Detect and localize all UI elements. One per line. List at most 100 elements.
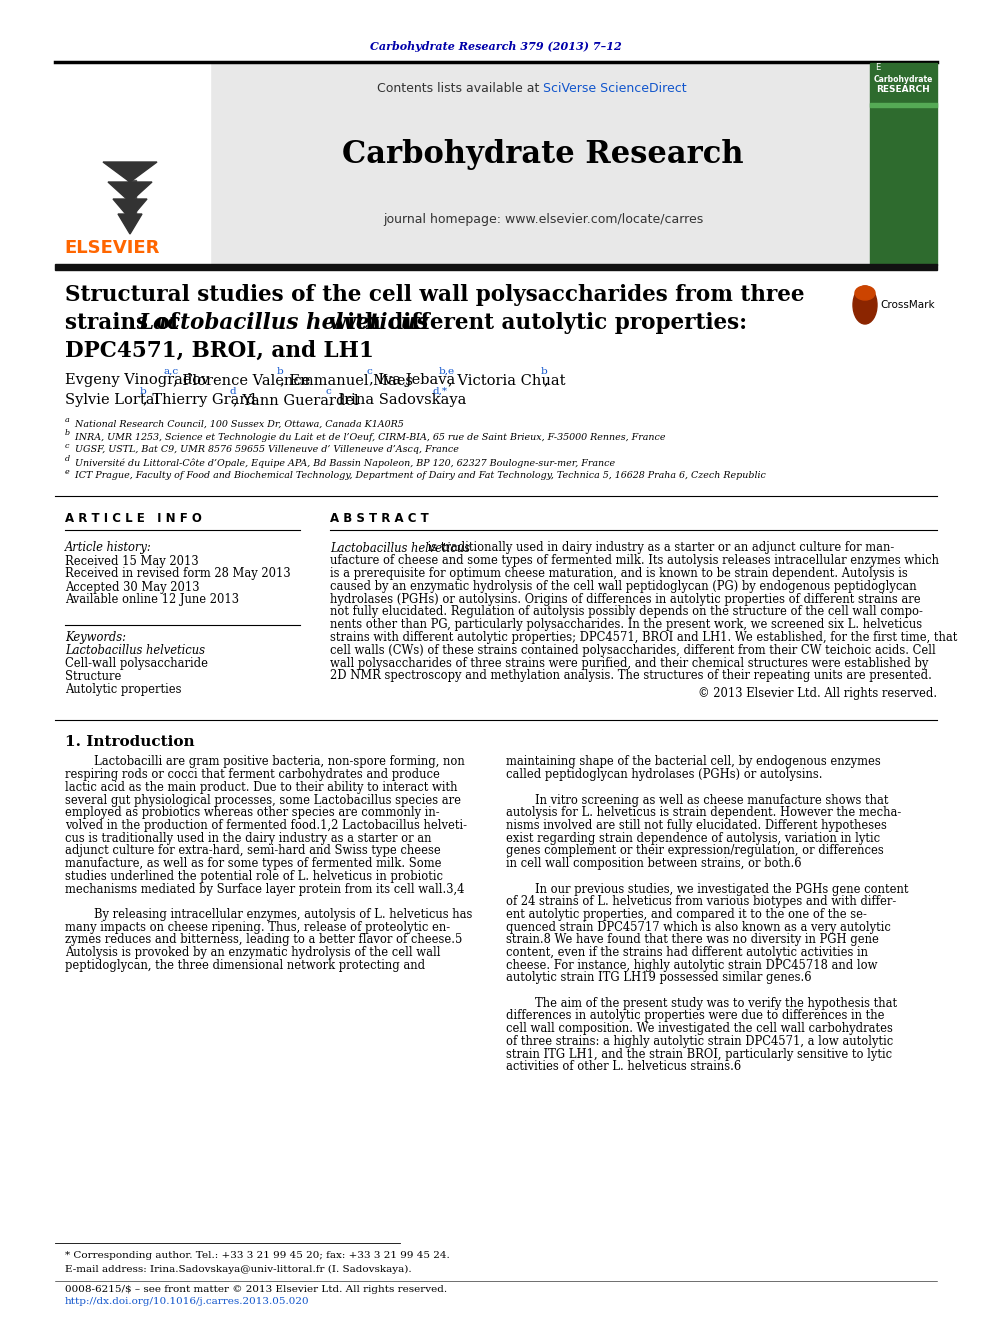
Text: CrossMark: CrossMark	[880, 300, 934, 310]
Text: b,e: b,e	[438, 366, 455, 376]
Text: c: c	[65, 442, 69, 450]
Text: , Emmanuel Maes: , Emmanuel Maes	[280, 373, 413, 388]
Polygon shape	[113, 198, 147, 220]
Ellipse shape	[853, 286, 877, 324]
Text: Sylvie Lortal: Sylvie Lortal	[65, 393, 159, 407]
Text: of 24 strains of L. helveticus from various biotypes and with differ-: of 24 strains of L. helveticus from vari…	[506, 896, 896, 908]
Text: cell wall composition. We investigated the cell wall carbohydrates: cell wall composition. We investigated t…	[506, 1023, 893, 1035]
Text: Université du Littoral-Côte d’Opale, Equipe APA, Bd Bassin Napoleon, BP 120, 623: Université du Littoral-Côte d’Opale, Equ…	[72, 458, 615, 468]
Text: quenced strain DPC45717 which is also known as a very autolytic: quenced strain DPC45717 which is also kn…	[506, 921, 891, 934]
Bar	[870, 103, 937, 107]
Text: ELSEVIER: ELSEVIER	[64, 239, 160, 257]
Text: strains of: strains of	[65, 312, 186, 333]
Text: b: b	[65, 429, 70, 437]
Text: differences in autolytic properties were due to differences in the: differences in autolytic properties were…	[506, 1009, 885, 1023]
Bar	[870, 64, 937, 265]
Text: , Florence Valence: , Florence Valence	[173, 373, 310, 388]
Text: E-mail address: Irina.Sadovskaya@univ-littoral.fr (I. Sadovskaya).: E-mail address: Irina.Sadovskaya@univ-li…	[65, 1265, 412, 1274]
Text: a: a	[65, 415, 69, 423]
Text: The aim of the present study was to verify the hypothesis that: The aim of the present study was to veri…	[506, 996, 897, 1009]
Text: INRA, UMR 1253, Science et Technologie du Lait et de l’Oeuf, CIRM-BIA, 65 rue de: INRA, UMR 1253, Science et Technologie d…	[72, 433, 666, 442]
Text: strains with different autolytic properties; DPC4571, BROI and LH1. We establish: strains with different autolytic propert…	[330, 631, 957, 644]
Text: Available online 12 June 2013: Available online 12 June 2013	[65, 594, 239, 606]
Text: , Thierry Grard: , Thierry Grard	[143, 393, 256, 407]
Text: exist regarding strain dependence of autolysis, variation in lytic: exist regarding strain dependence of aut…	[506, 832, 880, 844]
Text: , Victoria Chuat: , Victoria Chuat	[448, 373, 565, 388]
Text: , Yann Guerardel: , Yann Guerardel	[233, 393, 359, 407]
Text: not fully elucidated. Regulation of autolysis possibly depends on the structure : not fully elucidated. Regulation of auto…	[330, 606, 923, 618]
Text: , Irina Sadovskaya: , Irina Sadovskaya	[328, 393, 466, 407]
Text: nents other than PG, particularly polysaccharides. In the present work, we scree: nents other than PG, particularly polysa…	[330, 618, 923, 631]
Text: Evgeny Vinogradov: Evgeny Vinogradov	[65, 373, 209, 388]
Text: Accepted 30 May 2013: Accepted 30 May 2013	[65, 581, 199, 594]
Text: Keywords:: Keywords:	[65, 631, 126, 644]
Text: d: d	[230, 388, 236, 396]
Text: Article history:: Article history:	[65, 541, 152, 554]
Polygon shape	[108, 183, 152, 202]
Text: caused by an enzymatic hydrolysis of the cell wall peptidoglycan (PG) by endogen: caused by an enzymatic hydrolysis of the…	[330, 579, 917, 593]
Text: b: b	[277, 366, 284, 376]
Text: In vitro screening as well as cheese manufacture shows that: In vitro screening as well as cheese man…	[506, 794, 889, 807]
Text: ,: ,	[544, 373, 549, 388]
Text: e: e	[65, 468, 69, 476]
Text: called peptidoglycan hydrolases (PGHs) or autolysins.: called peptidoglycan hydrolases (PGHs) o…	[506, 769, 822, 781]
Text: Autolysis is provoked by an enzymatic hydrolysis of the cell wall: Autolysis is provoked by an enzymatic hy…	[65, 946, 440, 959]
Text: A B S T R A C T: A B S T R A C T	[330, 512, 429, 524]
Text: strain ITG LH1, and the strain BROI, particularly sensitive to lytic: strain ITG LH1, and the strain BROI, par…	[506, 1048, 892, 1061]
Bar	[210, 64, 870, 265]
Text: c: c	[366, 366, 372, 376]
Text: b: b	[541, 366, 548, 376]
Text: cheese. For instance, highly autolytic strain DPC45718 and low: cheese. For instance, highly autolytic s…	[506, 959, 878, 971]
Text: Lactobacillus helveticus: Lactobacillus helveticus	[330, 541, 470, 554]
Text: genes complement or their expression/regulation, or differences: genes complement or their expression/reg…	[506, 844, 884, 857]
Text: Contents lists available at: Contents lists available at	[377, 82, 543, 94]
Text: strain.8 We have found that there was no diversity in PGH gene: strain.8 We have found that there was no…	[506, 933, 879, 946]
Text: Received 15 May 2013: Received 15 May 2013	[65, 554, 198, 568]
Text: cell walls (CWs) of these strains contained polysaccharides, different from thei: cell walls (CWs) of these strains contai…	[330, 644, 935, 658]
Text: ICT Prague, Faculty of Food and Biochemical Technology, Department of Dairy and : ICT Prague, Faculty of Food and Biochemi…	[72, 471, 766, 480]
Text: is traditionally used in dairy industry as a starter or an adjunct culture for m: is traditionally used in dairy industry …	[424, 541, 894, 554]
Text: UGSF, USTL, Bat C9, UMR 8576 59655 Villeneuve d’ Villeneuve d’Ascq, France: UGSF, USTL, Bat C9, UMR 8576 59655 Ville…	[72, 446, 459, 455]
Text: National Research Council, 100 Sussex Dr, Ottawa, Canada K1A0R5: National Research Council, 100 Sussex Dr…	[72, 419, 404, 429]
Text: maintaining shape of the bacterial cell, by endogenous enzymes: maintaining shape of the bacterial cell,…	[506, 755, 881, 769]
Text: Structural studies of the cell wall polysaccharides from three: Structural studies of the cell wall poly…	[65, 284, 805, 306]
Text: adjunct culture for extra-hard, semi-hard and Swiss type cheese: adjunct culture for extra-hard, semi-har…	[65, 844, 440, 857]
Text: Received in revised form 28 May 2013: Received in revised form 28 May 2013	[65, 568, 291, 581]
Polygon shape	[103, 161, 157, 183]
Text: many impacts on cheese ripening. Thus, release of proteolytic en-: many impacts on cheese ripening. Thus, r…	[65, 921, 450, 934]
Text: b: b	[140, 388, 147, 396]
Text: of three strains: a highly autolytic strain DPC4571, a low autolytic: of three strains: a highly autolytic str…	[506, 1035, 893, 1048]
Text: E: E	[875, 64, 880, 73]
Text: zymes reduces and bitterness, leading to a better flavor of cheese.5: zymes reduces and bitterness, leading to…	[65, 933, 462, 946]
Text: d: d	[65, 455, 70, 463]
Text: Structure: Structure	[65, 671, 121, 684]
Text: Carbohydrate Research: Carbohydrate Research	[342, 139, 744, 171]
Text: ent autolytic properties, and compared it to the one of the se-: ent autolytic properties, and compared i…	[506, 908, 867, 921]
Text: RESEARCH: RESEARCH	[876, 86, 930, 94]
Text: mechanisms mediated by Surface layer protein from its cell wall.3,4: mechanisms mediated by Surface layer pro…	[65, 882, 464, 896]
Text: , Iva Jebava: , Iva Jebava	[369, 373, 455, 388]
Text: Autolytic properties: Autolytic properties	[65, 684, 182, 696]
Text: 2D NMR spectroscopy and methylation analysis. The structures of their repeating : 2D NMR spectroscopy and methylation anal…	[330, 669, 931, 683]
Text: Lactobacillus helveticus: Lactobacillus helveticus	[138, 312, 429, 333]
Text: Carbohydrate: Carbohydrate	[873, 75, 932, 85]
Text: By releasing intracellular enzymes, autolysis of L. helveticus has: By releasing intracellular enzymes, auto…	[65, 908, 472, 921]
Bar	[55, 64, 210, 265]
Text: hydrolases (PGHs) or autolysins. Origins of differences in autolytic properties : hydrolases (PGHs) or autolysins. Origins…	[330, 593, 921, 606]
Ellipse shape	[855, 286, 875, 300]
Text: several gut physiological processes, some Lactobacillus species are: several gut physiological processes, som…	[65, 794, 461, 807]
Text: manufacture, as well as for some types of fermented milk. Some: manufacture, as well as for some types o…	[65, 857, 441, 871]
Text: peptidoglycan, the three dimensional network protecting and: peptidoglycan, the three dimensional net…	[65, 959, 426, 971]
Text: Lactobacillus helveticus: Lactobacillus helveticus	[65, 644, 205, 658]
Bar	[55, 265, 937, 270]
Text: wall polysaccharides of three strains were purified, and their chemical structur: wall polysaccharides of three strains we…	[330, 656, 929, 669]
Text: Cell-wall polysaccharide: Cell-wall polysaccharide	[65, 658, 208, 671]
Bar	[128, 180, 136, 220]
Text: * Corresponding author. Tel.: +33 3 21 99 45 20; fax: +33 3 21 99 45 24.: * Corresponding author. Tel.: +33 3 21 9…	[65, 1252, 449, 1261]
Text: journal homepage: www.elsevier.com/locate/carres: journal homepage: www.elsevier.com/locat…	[383, 213, 703, 226]
Text: volved in the production of fermented food.1,2 Lactobacillus helveti-: volved in the production of fermented fo…	[65, 819, 467, 832]
Text: is a prerequisite for optimum cheese maturation, and is known to be strain depen: is a prerequisite for optimum cheese mat…	[330, 568, 908, 579]
Text: © 2013 Elsevier Ltd. All rights reserved.: © 2013 Elsevier Ltd. All rights reserved…	[698, 688, 937, 700]
Text: In our previous studies, we investigated the PGHs gene content: In our previous studies, we investigated…	[506, 882, 909, 896]
Text: c: c	[325, 388, 331, 396]
